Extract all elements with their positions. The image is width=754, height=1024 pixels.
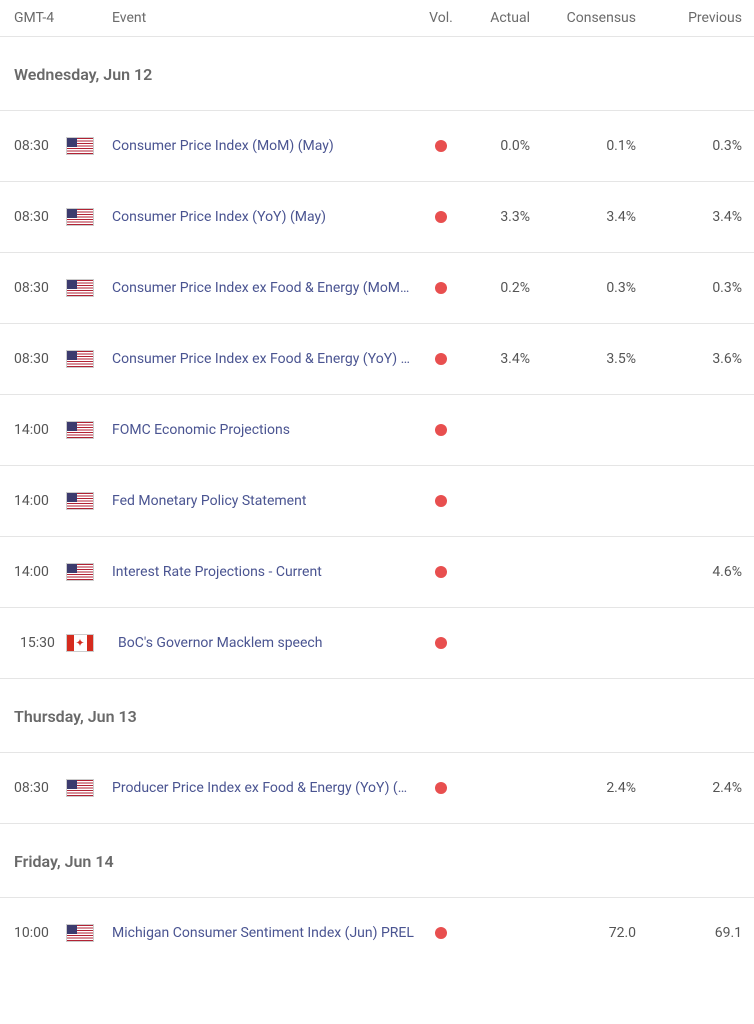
event-country [66, 779, 112, 797]
event-name-link[interactable]: Consumer Price Index (MoM) (May) [112, 138, 422, 154]
volatility-dot-icon [435, 927, 447, 939]
event-previous: 4.6% [648, 564, 754, 580]
event-time: 08:30 [6, 780, 66, 796]
event-row[interactable]: 14:00 Interest Rate Projections - Current… [0, 536, 754, 607]
event-name-link[interactable]: FOMC Economic Projections [112, 422, 422, 438]
flag-us-icon [66, 421, 94, 439]
event-name-link[interactable]: Producer Price Index ex Food & Energy (Y… [112, 780, 422, 796]
event-row[interactable]: 14:00 FOMC Economic Projections [0, 394, 754, 465]
event-name-link[interactable]: Interest Rate Projections - Current [112, 564, 422, 580]
event-actual: 0.2% [460, 280, 542, 296]
event-country [66, 421, 112, 439]
event-consensus: 2.4% [542, 780, 648, 796]
column-headers: GMT-4 Event Vol. Actual Consensus Previo… [0, 0, 754, 36]
event-country [66, 137, 112, 155]
event-row[interactable]: 14:00 Fed Monetary Policy Statement [0, 465, 754, 536]
event-actual: 0.0% [460, 138, 542, 154]
event-consensus: 0.3% [542, 280, 648, 296]
event-country [66, 350, 112, 368]
event-time: 14:00 [6, 422, 66, 438]
event-country: ✦ [66, 634, 112, 652]
event-time: 15:30 [6, 635, 66, 651]
event-volatility [422, 927, 460, 939]
event-time: 14:00 [6, 564, 66, 580]
event-volatility [422, 782, 460, 794]
event-row[interactable]: 08:30 Consumer Price Index (YoY) (May) 3.3… [0, 181, 754, 252]
flag-us-icon [66, 492, 94, 510]
flag-us-icon [66, 563, 94, 581]
volatility-dot-icon [435, 424, 447, 436]
event-row[interactable]: 08:30 Consumer Price Index ex Food & Ener… [0, 323, 754, 394]
event-previous: 69.1 [648, 925, 754, 941]
event-previous: 2.4% [648, 780, 754, 796]
event-country [66, 492, 112, 510]
event-volatility [422, 566, 460, 578]
event-previous: 3.6% [648, 351, 754, 367]
event-volatility [422, 495, 460, 507]
date-section-header: Thursday, Jun 13 [0, 678, 754, 752]
volatility-dot-icon [435, 566, 447, 578]
header-event: Event [112, 10, 422, 26]
event-volatility [422, 424, 460, 436]
header-consensus: Consensus [542, 10, 648, 26]
event-volatility [422, 637, 460, 649]
header-vol: Vol. [422, 10, 460, 26]
event-volatility [422, 140, 460, 152]
event-actual: 3.3% [460, 209, 542, 225]
event-name-link[interactable]: Consumer Price Index ex Food & Energy (Y… [112, 351, 422, 367]
flag-us-icon [66, 924, 94, 942]
event-consensus: 0.1% [542, 138, 648, 154]
flag-us-icon [66, 208, 94, 226]
event-previous: 3.4% [648, 209, 754, 225]
flag-us-icon [66, 137, 94, 155]
flag-us-icon [66, 779, 94, 797]
event-time: 10:00 [6, 925, 66, 941]
event-name-link[interactable]: Fed Monetary Policy Statement [112, 493, 422, 509]
header-previous: Previous [648, 10, 754, 26]
flag-us-icon [66, 350, 94, 368]
event-time: 08:30 [6, 351, 66, 367]
event-row[interactable]: 15:30✦ BoC's Governor Macklem speech [0, 607, 754, 678]
event-country [66, 208, 112, 226]
event-country [66, 563, 112, 581]
date-section-header: Wednesday, Jun 12 [0, 36, 754, 110]
event-row[interactable]: 10:00 Michigan Consumer Sentiment Index (… [0, 897, 754, 968]
event-name-link[interactable]: Consumer Price Index ex Food & Energy (M… [112, 280, 422, 296]
event-consensus: 72.0 [542, 925, 648, 941]
event-time: 08:30 [6, 209, 66, 225]
volatility-dot-icon [435, 495, 447, 507]
volatility-dot-icon [435, 282, 447, 294]
flag-ca-icon: ✦ [66, 634, 94, 652]
event-actual: 3.4% [460, 351, 542, 367]
event-row[interactable]: 08:30 Producer Price Index ex Food & Ener… [0, 752, 754, 823]
event-row[interactable]: 08:30 Consumer Price Index ex Food & Ener… [0, 252, 754, 323]
event-previous: 0.3% [648, 138, 754, 154]
event-consensus: 3.5% [542, 351, 648, 367]
header-actual: Actual [460, 10, 542, 26]
event-consensus: 3.4% [542, 209, 648, 225]
event-time: 14:00 [6, 493, 66, 509]
event-previous: 0.3% [648, 280, 754, 296]
event-country [66, 924, 112, 942]
event-name-link[interactable]: BoC's Governor Macklem speech [112, 635, 422, 651]
event-volatility [422, 211, 460, 223]
event-time: 08:30 [6, 138, 66, 154]
event-time: 08:30 [6, 280, 66, 296]
date-section-header: Friday, Jun 14 [0, 823, 754, 897]
header-time: GMT-4 [6, 10, 66, 26]
event-row[interactable]: 08:30 Consumer Price Index (MoM) (May) 0.0… [0, 110, 754, 181]
economic-calendar-table: GMT-4 Event Vol. Actual Consensus Previo… [0, 0, 754, 968]
volatility-dot-icon [435, 637, 447, 649]
event-volatility [422, 353, 460, 365]
event-name-link[interactable]: Consumer Price Index (YoY) (May) [112, 209, 422, 225]
event-name-link[interactable]: Michigan Consumer Sentiment Index (Jun) … [112, 925, 422, 941]
flag-us-icon [66, 279, 94, 297]
volatility-dot-icon [435, 353, 447, 365]
event-country [66, 279, 112, 297]
event-volatility [422, 282, 460, 294]
volatility-dot-icon [435, 140, 447, 152]
volatility-dot-icon [435, 211, 447, 223]
volatility-dot-icon [435, 782, 447, 794]
